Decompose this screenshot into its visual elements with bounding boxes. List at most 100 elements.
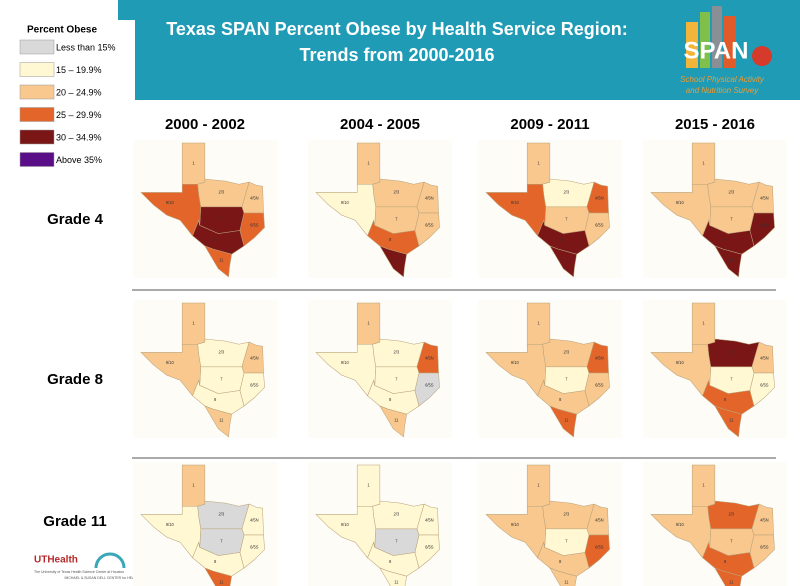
logo-bar xyxy=(700,12,710,68)
texas-map: 1 2/3 4/5N 6/5S 7 8 9/10 11 xyxy=(650,464,775,586)
region xyxy=(537,219,590,255)
region-label: 4/5N xyxy=(425,518,434,523)
footer-logo-sub: The University of Texas Health Science C… xyxy=(34,570,124,574)
region-label: 9/10 xyxy=(676,200,685,205)
texas-map: 1 2/3 4/5N 6/5S 7 8 9/10 11 xyxy=(485,142,610,278)
column-header: 2000 - 2002 xyxy=(165,116,245,133)
region-label: 1 xyxy=(537,321,540,326)
dell-icon xyxy=(94,552,126,569)
region-label: 7 xyxy=(565,538,568,543)
region xyxy=(204,405,232,438)
region-label: 11 xyxy=(219,580,224,585)
region-label: 8 xyxy=(389,237,392,242)
texas-map: 1 2/3 4/5N 6/5S 7 8 9/10 11 xyxy=(650,142,775,278)
region-label: 4/5N xyxy=(425,196,434,201)
logo-text: SPAN xyxy=(684,37,749,64)
region-label: 8 xyxy=(214,397,217,402)
texas-map: 1 2/3 4/5N 6/5S 7 8 9/10 11 xyxy=(485,302,610,438)
texas-map: 1 2/3 4/5N 6/5S 7 8 9/10 11 xyxy=(140,302,265,438)
region-label: 1 xyxy=(537,483,540,488)
region xyxy=(714,245,742,278)
region-label: 7 xyxy=(395,376,398,381)
region-label: 6/5S xyxy=(760,544,769,549)
region-label: 6/5S xyxy=(425,382,434,387)
region-label: 8 xyxy=(389,559,392,564)
region-label: 7 xyxy=(395,538,398,543)
legend-swatch xyxy=(19,107,55,122)
legend-label: 15 – 19.9% xyxy=(56,65,102,75)
region-label: 7 xyxy=(220,376,223,381)
logo-bar xyxy=(724,16,736,68)
title-line: Trends from 2000-2016 xyxy=(299,45,494,65)
region-label: 7 xyxy=(220,216,223,221)
footer-logo: MICHAEL & SUSAN DELL CENTER for HEALTHY … xyxy=(64,576,155,580)
region-label: 8 xyxy=(559,397,562,402)
region xyxy=(315,183,376,237)
region-label: 8 xyxy=(724,559,727,564)
legend-title: Percent Obese xyxy=(27,25,97,36)
region-label: 9/10 xyxy=(341,522,350,527)
span-logo: SPAN School Physical Activity and Nutrit… xyxy=(680,6,772,95)
region-label: 1 xyxy=(367,483,370,488)
region xyxy=(367,379,420,415)
region-label: 7 xyxy=(565,376,568,381)
legend-swatch xyxy=(19,152,55,167)
title-line: Texas SPAN Percent Obese by Health Servi… xyxy=(166,19,628,39)
row-label: Grade 4 xyxy=(47,211,104,228)
region xyxy=(714,567,742,586)
region-label: 2/3 xyxy=(393,350,399,355)
region xyxy=(650,505,711,559)
region-label: 9/10 xyxy=(676,522,685,527)
region-label: 8 xyxy=(724,397,727,402)
region xyxy=(537,379,590,415)
legend-label: 25 – 29.9% xyxy=(56,110,102,120)
legend-label: 30 – 34.9% xyxy=(56,132,102,142)
region-label: 4/5N xyxy=(595,518,604,523)
region-label: 11 xyxy=(394,418,399,423)
texas-map: 1 2/3 4/5N 6/5S 7 8 9/10 11 xyxy=(140,142,265,278)
footer: UTHealth The University of Texas Health … xyxy=(34,552,156,580)
region-label: 2/3 xyxy=(393,190,399,195)
legend-swatch xyxy=(19,129,55,145)
region-label: 2/3 xyxy=(218,512,224,517)
region xyxy=(702,541,755,577)
region-label: 1 xyxy=(702,483,705,488)
region-label: 8 xyxy=(389,397,392,402)
region xyxy=(204,245,232,278)
region-label: 11 xyxy=(394,580,399,585)
column-header: 2004 - 2005 xyxy=(340,116,420,133)
region-label: 1 xyxy=(192,483,195,488)
region-label: 9/10 xyxy=(341,200,350,205)
legend-label: Less than 15% xyxy=(56,42,116,52)
region-label: 4/5N xyxy=(760,518,769,523)
region xyxy=(367,219,420,255)
region-label: 2/3 xyxy=(728,512,734,517)
row-label: Grade 11 xyxy=(43,513,106,530)
region-label: 2/3 xyxy=(218,190,224,195)
texas-map: 1 2/3 4/5N 6/5S 7 8 9/10 11 xyxy=(315,142,440,278)
region-label: 6/5S xyxy=(595,222,604,227)
region-label: 9/10 xyxy=(166,522,175,527)
region-label: 1 xyxy=(367,321,370,326)
region-label: 1 xyxy=(192,321,195,326)
column-header: 2009 - 2011 xyxy=(510,116,589,133)
region-label: 2/3 xyxy=(728,190,734,195)
region xyxy=(537,541,590,577)
region xyxy=(140,505,201,559)
region xyxy=(379,567,407,586)
region xyxy=(192,219,245,255)
row-label: Grade 8 xyxy=(47,371,103,388)
region-label: 11 xyxy=(729,580,734,585)
region-label: 4/5N xyxy=(760,356,769,361)
region xyxy=(140,183,201,237)
legend-swatch xyxy=(19,84,55,100)
region xyxy=(549,405,577,438)
region-label: 9/10 xyxy=(166,200,175,205)
region-label: 4/5N xyxy=(760,196,769,201)
region-label: 6/5S xyxy=(250,382,259,387)
region-label: 8 xyxy=(724,237,727,242)
texas-map: 1 2/3 4/5N 6/5S 7 8 9/10 11 xyxy=(315,464,440,586)
logo-bar xyxy=(686,22,698,68)
region-label: 2/3 xyxy=(563,190,569,195)
